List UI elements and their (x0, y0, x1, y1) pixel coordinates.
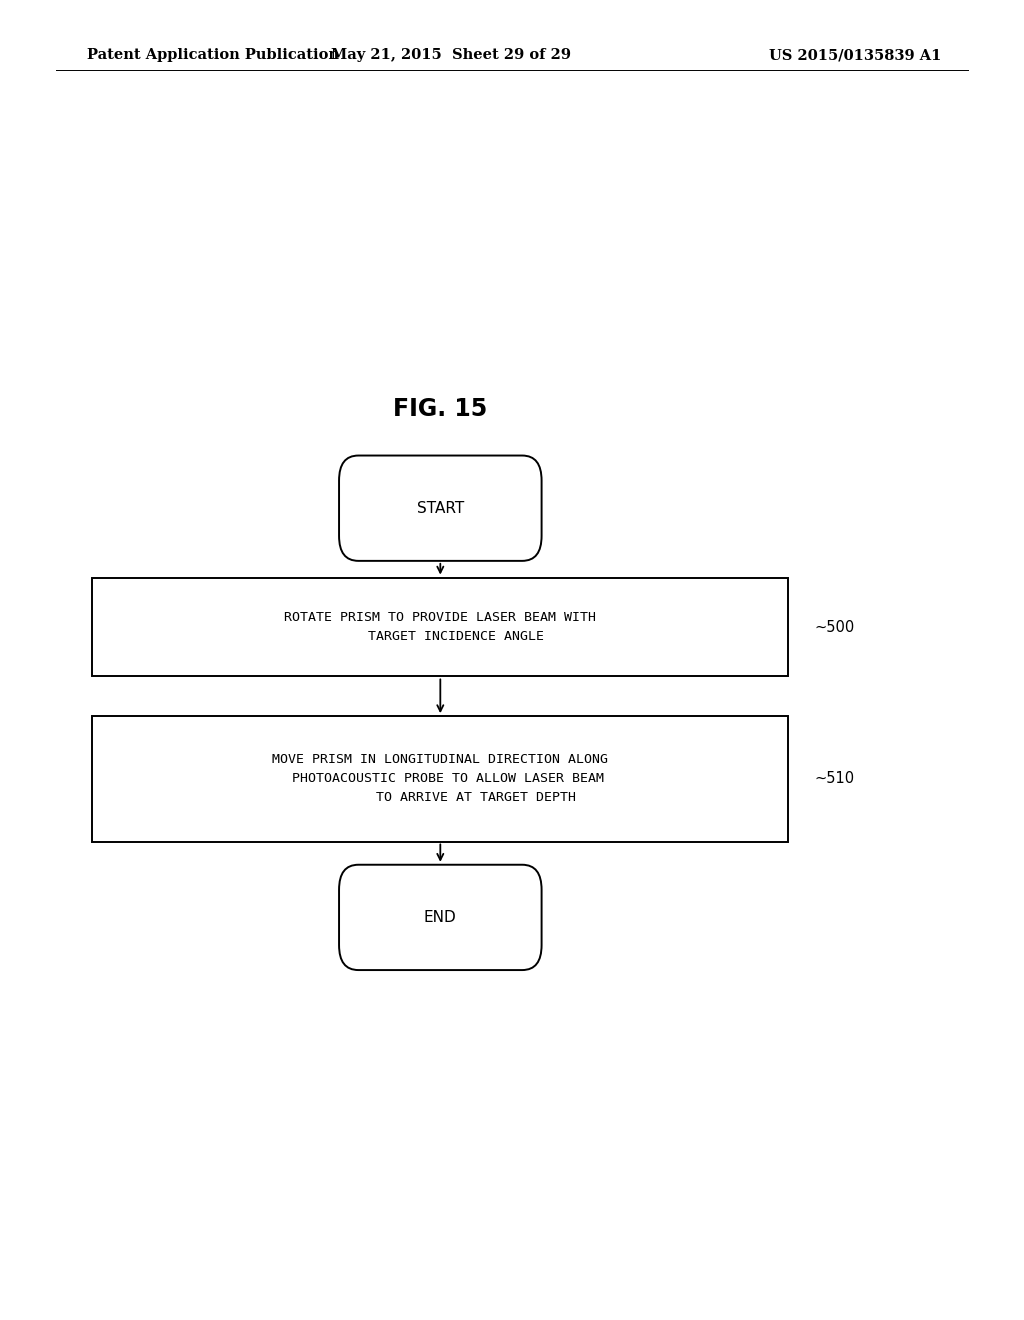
Text: ROTATE PRISM TO PROVIDE LASER BEAM WITH
    TARGET INCIDENCE ANGLE: ROTATE PRISM TO PROVIDE LASER BEAM WITH … (285, 611, 596, 643)
Text: START: START (417, 500, 464, 516)
Text: FIG. 15: FIG. 15 (393, 397, 487, 421)
Text: MOVE PRISM IN LONGITUDINAL DIRECTION ALONG
  PHOTOACOUSTIC PROBE TO ALLOW LASER : MOVE PRISM IN LONGITUDINAL DIRECTION ALO… (272, 754, 608, 804)
FancyBboxPatch shape (339, 865, 542, 970)
FancyBboxPatch shape (339, 455, 542, 561)
Text: US 2015/0135839 A1: US 2015/0135839 A1 (769, 49, 941, 62)
FancyBboxPatch shape (92, 715, 788, 842)
FancyBboxPatch shape (92, 578, 788, 676)
Text: ∼510: ∼510 (814, 771, 854, 787)
Text: END: END (424, 909, 457, 925)
Text: May 21, 2015  Sheet 29 of 29: May 21, 2015 Sheet 29 of 29 (331, 49, 570, 62)
Text: ∼500: ∼500 (814, 619, 854, 635)
Text: Patent Application Publication: Patent Application Publication (87, 49, 339, 62)
